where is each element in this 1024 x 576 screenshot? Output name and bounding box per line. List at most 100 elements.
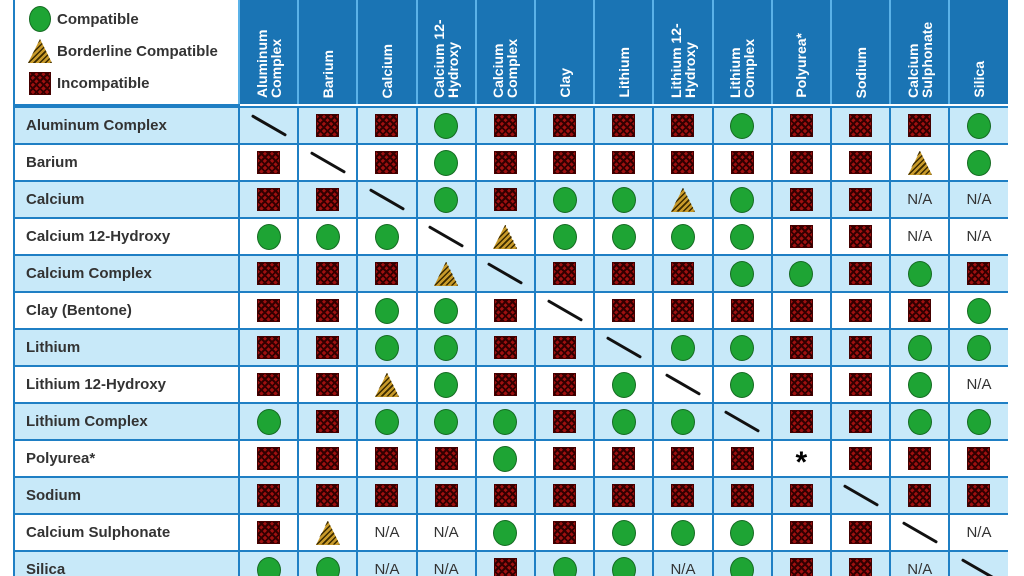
incompatible-square-icon [316, 484, 340, 507]
incompatible-square-icon [671, 484, 695, 507]
compatible-circle-icon [434, 408, 459, 435]
cell-incompatible [474, 180, 534, 217]
incompatible-square-icon [730, 447, 754, 470]
incompatible-square-icon [967, 447, 991, 470]
incompatible-square-icon [493, 188, 517, 211]
table-row: Clay (Bentone) [13, 291, 1008, 328]
cell-compatible [593, 365, 653, 402]
cell-compatible [474, 402, 534, 439]
compatible-circle-icon [611, 223, 636, 250]
cell-asterisk: * [770, 439, 830, 477]
column-header-barium: Barium [297, 0, 357, 104]
row-label: Calcium [13, 180, 238, 217]
cell-compatible [474, 439, 534, 476]
column-header-sodium: Sodium [830, 0, 890, 104]
cell-compatible [474, 513, 534, 550]
cell-incompatible [356, 439, 416, 476]
cell-not-applicable: N/A [889, 217, 949, 254]
cell-incompatible [948, 254, 1008, 291]
cell-compatible [711, 180, 771, 217]
cell-incompatible [534, 328, 594, 365]
column-header-label: Polyurea* [793, 33, 810, 98]
diagonal-slash-icon [368, 188, 406, 211]
incompatible-square-icon [789, 521, 813, 544]
incompatible-square-icon [257, 188, 281, 211]
column-header-lithium-complex: Lithium Complex [711, 0, 771, 104]
cell-incompatible [238, 476, 298, 513]
column-header-calcium-sulphonate: Calcium Sulphonate [889, 0, 949, 104]
cell-incompatible [889, 439, 949, 476]
row-label: Aluminum Complex [13, 106, 238, 143]
incompatible-square-icon [375, 262, 399, 285]
table-row: Calcium Complex [13, 254, 1008, 291]
compatible-circle-icon [907, 260, 932, 287]
cell-incompatible [534, 402, 594, 439]
cell-incompatible [297, 180, 357, 217]
cell-incompatible [770, 291, 830, 328]
cell-incompatible [652, 254, 712, 291]
cell-compatible [770, 254, 830, 291]
cell-compatible [534, 217, 594, 254]
diagonal-slash-icon [605, 336, 642, 359]
table-row: Sodium [13, 476, 1008, 513]
cell-compatible [711, 328, 771, 365]
incompatible-square-icon [730, 299, 754, 322]
row-label: Clay (Bentone) [13, 291, 238, 328]
incompatible-square-icon [316, 410, 340, 433]
compatible-circle-icon [611, 186, 636, 213]
cell-compatible [711, 550, 771, 576]
cell-compatible [238, 217, 298, 254]
incompatible-square-icon [493, 114, 517, 137]
incompatible-square-icon [316, 336, 340, 359]
cell-not-applicable: N/A [889, 180, 949, 217]
cell-not-applicable: N/A [415, 513, 475, 550]
cell-compatible [238, 402, 298, 439]
incompatible-square-icon [849, 373, 873, 396]
cell-incompatible [770, 550, 830, 576]
cell-incompatible [770, 365, 830, 402]
cell-compatible [356, 217, 416, 254]
compatible-circle-icon [434, 186, 459, 213]
column-header-label: Sodium [852, 46, 869, 98]
cell-diagonal [652, 365, 712, 402]
cell-incompatible [948, 439, 1008, 476]
borderline-triangle-icon [28, 39, 52, 63]
cell-compatible [889, 254, 949, 291]
row-label: Silica [13, 550, 238, 576]
cell-borderline [415, 254, 475, 291]
cell-incompatible [474, 143, 534, 180]
row-label: Calcium Sulphonate [13, 513, 238, 550]
cell-not-applicable: N/A [415, 550, 475, 576]
cell-diagonal [297, 143, 357, 180]
cell-incompatible [593, 106, 653, 143]
incompatible-square-icon [908, 114, 932, 137]
compatible-circle-icon [493, 519, 518, 546]
compatible-circle-icon [29, 6, 51, 32]
cell-incompatible [534, 143, 594, 180]
cell-diagonal [415, 217, 475, 254]
borderline-triangle-icon [315, 520, 340, 545]
incompatible-square-icon [493, 558, 517, 576]
compatibility-chart: Compatible Borderline Compatible Incompa… [13, 0, 1008, 576]
cell-incompatible [830, 106, 890, 143]
compatible-circle-icon [730, 556, 755, 576]
cell-incompatible [238, 513, 298, 550]
incompatible-square-icon [493, 484, 517, 507]
cell-incompatible [830, 402, 890, 439]
cell-compatible [238, 550, 298, 576]
compatible-circle-icon [434, 112, 459, 139]
cell-compatible [652, 402, 712, 439]
cell-borderline [652, 180, 712, 217]
legend-incompatible: Incompatible [29, 72, 150, 95]
cell-incompatible [770, 402, 830, 439]
cell-diagonal [711, 402, 771, 439]
cell-compatible [593, 550, 653, 576]
cell-incompatible [770, 513, 830, 550]
incompatible-square-icon [493, 336, 517, 359]
borderline-triangle-icon [493, 224, 518, 249]
cell-compatible [889, 402, 949, 439]
incompatible-square-icon [257, 447, 281, 470]
incompatible-square-icon [612, 299, 636, 322]
cell-not-applicable: N/A [652, 550, 712, 576]
compatible-circle-icon [907, 371, 932, 398]
